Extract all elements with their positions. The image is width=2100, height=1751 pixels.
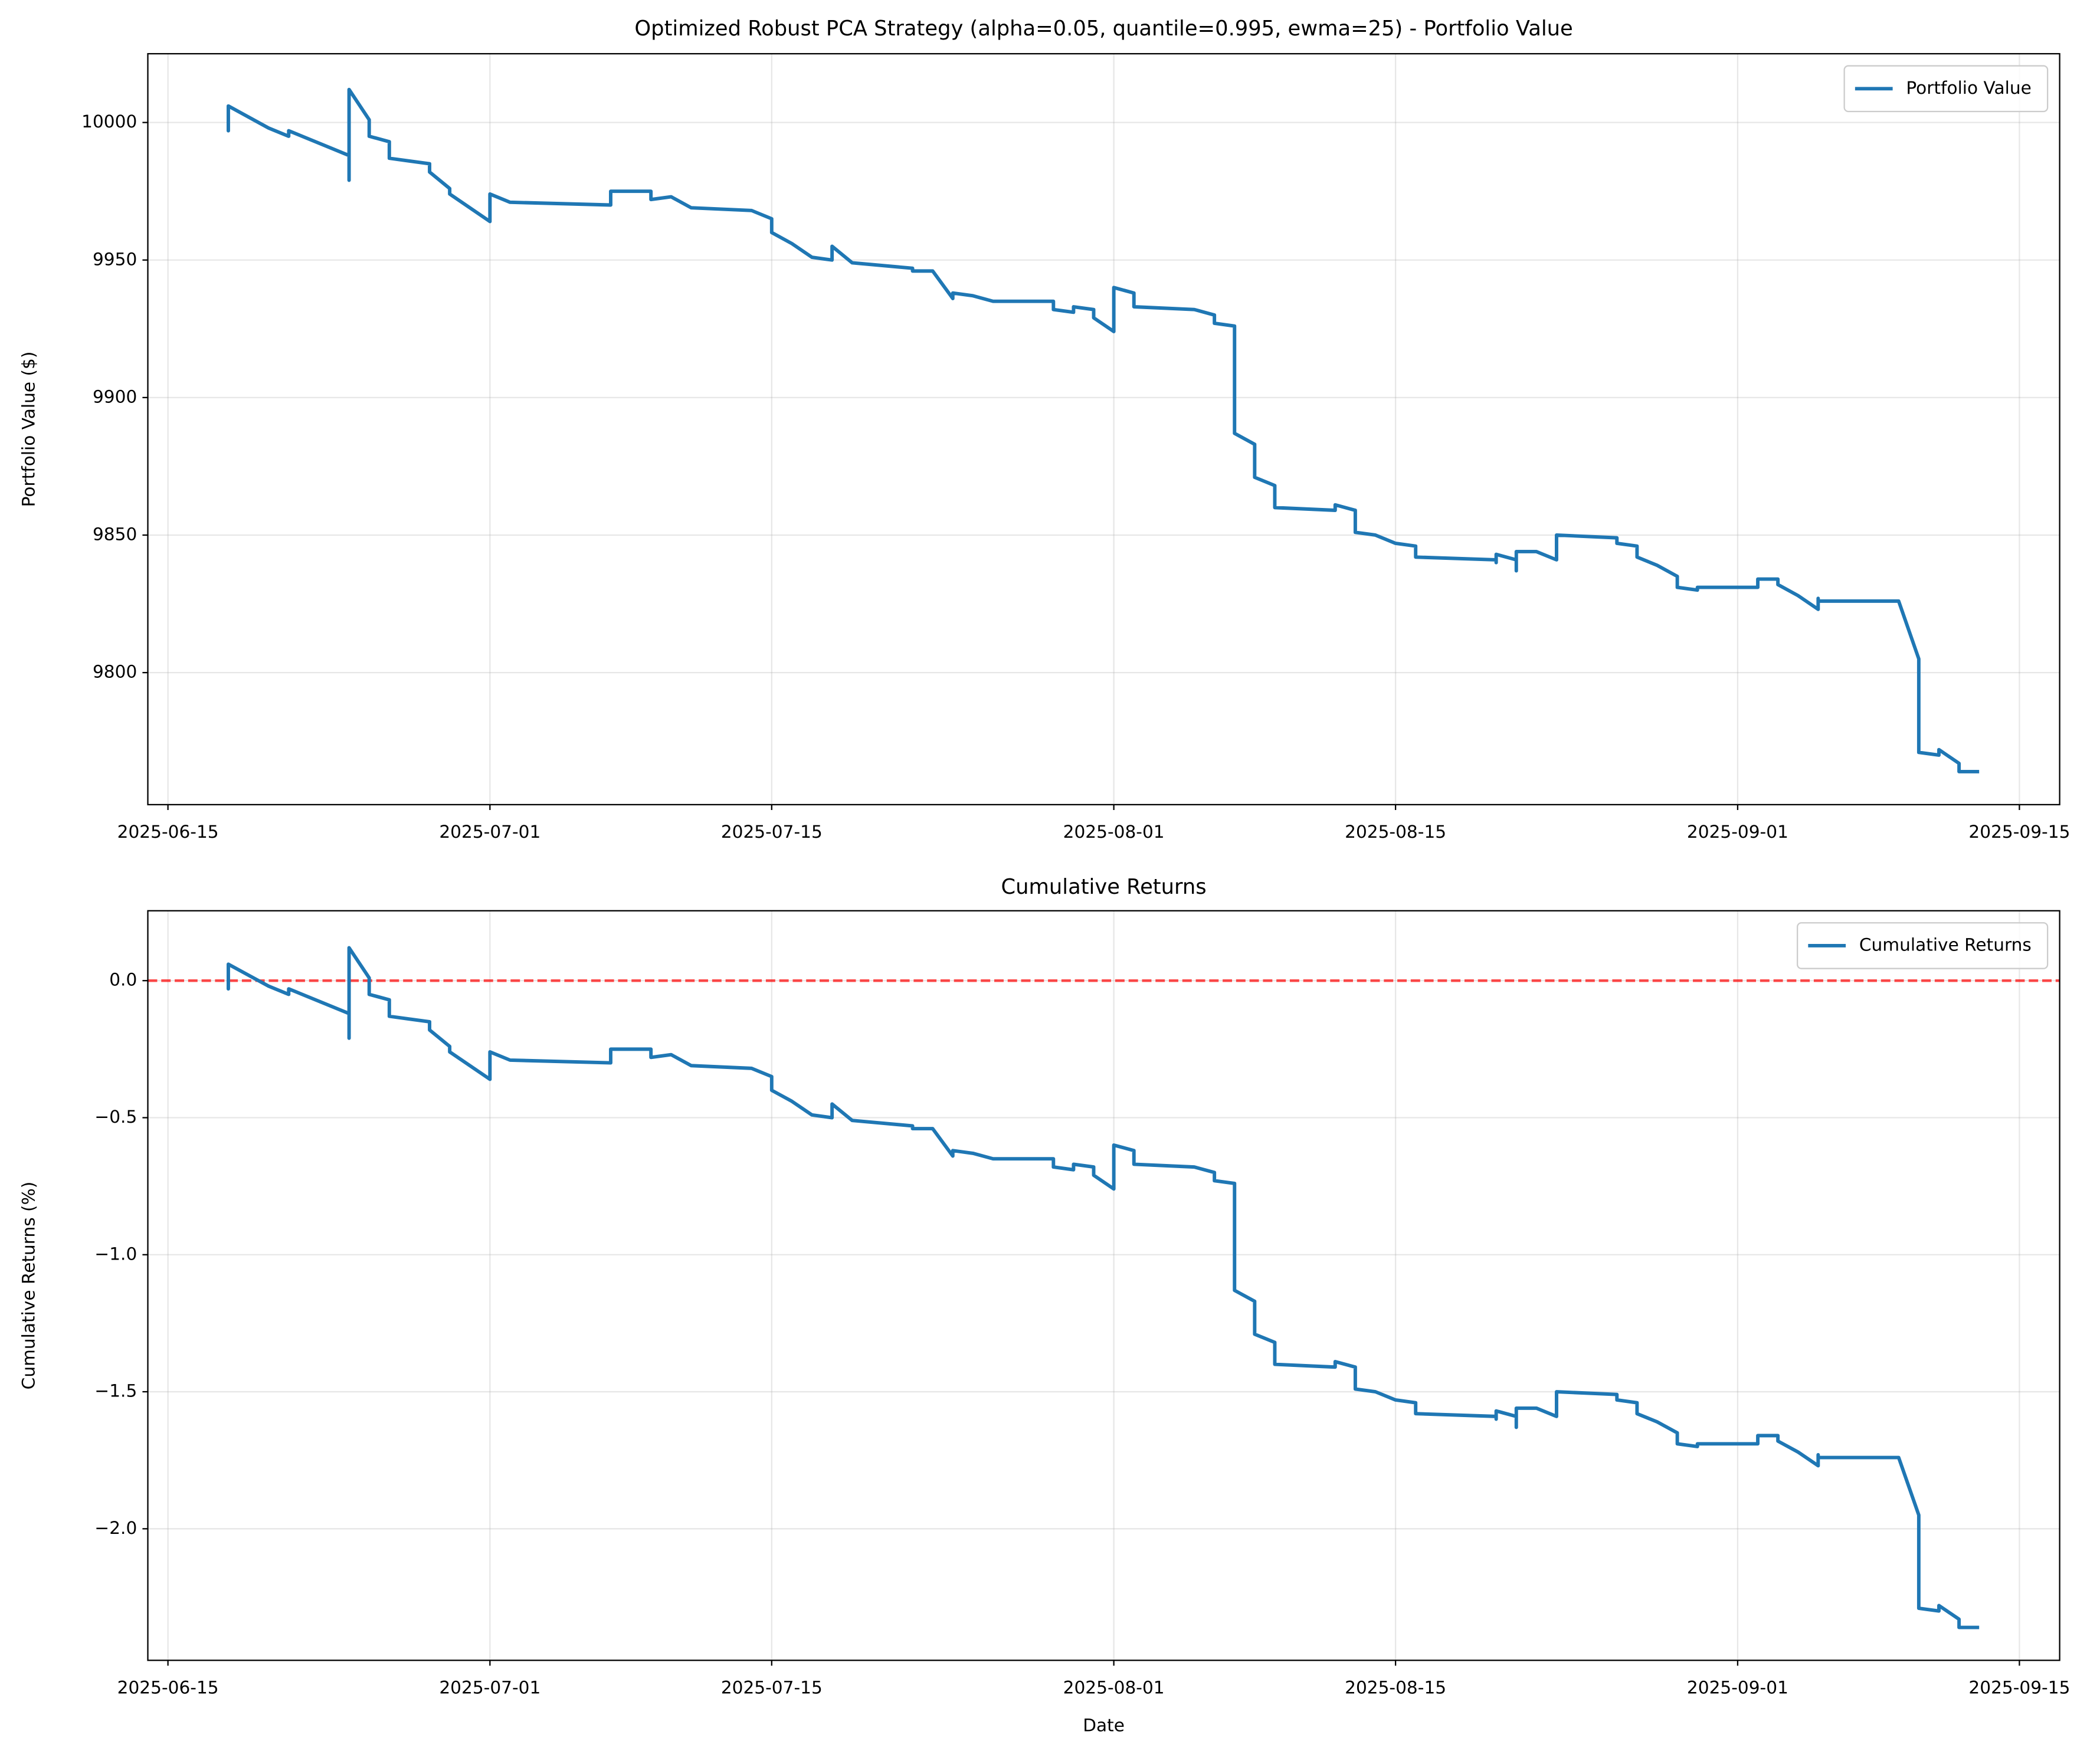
x-tick-label: 2025-08-01 <box>1063 822 1165 842</box>
legend: Cumulative Returns <box>1796 922 2049 969</box>
chart-title: Cumulative Returns <box>1001 875 1207 899</box>
x-tick-label: 2025-09-15 <box>1968 822 2070 842</box>
y-tick-label: 0.0 <box>109 970 137 990</box>
x-tick-label: 2025-06-15 <box>117 1678 219 1698</box>
chart-title: Optimized Robust PCA Strategy (alpha=0.0… <box>634 17 1572 41</box>
x-axis-label: Date <box>1083 1715 1125 1735</box>
y-tick-label: −1.0 <box>94 1244 137 1264</box>
y-tick-label: 9800 <box>93 662 137 682</box>
legend: Portfolio Value <box>1843 65 2049 113</box>
x-tick-label: 2025-07-15 <box>721 822 823 842</box>
y-axis-label: Portfolio Value ($) <box>19 352 39 507</box>
x-tick-label: 2025-08-01 <box>1063 1678 1165 1698</box>
x-tick-label: 2025-06-15 <box>117 822 219 842</box>
y-tick-label: −1.5 <box>94 1381 137 1401</box>
subplot: Cumulative Returns Cumulative Returns (%)… <box>19 875 2070 1735</box>
x-tick-label: 2025-08-15 <box>1345 822 1446 842</box>
y-axis-label: Cumulative Returns (%) <box>19 1182 39 1390</box>
legend-label: Cumulative Returns <box>1859 934 2032 955</box>
legend-box <box>1796 922 2049 969</box>
line-series <box>227 946 1980 1629</box>
subplot: Optimized Robust PCA Strategy (alpha=0.0… <box>19 17 2070 842</box>
line-series <box>227 87 1980 773</box>
y-tick-label: 9850 <box>93 524 137 544</box>
y-tick-label: 9900 <box>93 386 137 406</box>
y-tick-label: −2.0 <box>94 1518 137 1538</box>
x-tick-label: 2025-09-15 <box>1968 1678 2070 1698</box>
axes-frame <box>147 910 2060 1661</box>
y-tick-label: 9950 <box>93 249 137 269</box>
x-tick-label: 2025-08-15 <box>1345 1678 1446 1698</box>
x-tick-label: 2025-07-01 <box>439 1678 540 1698</box>
x-tick-label: 2025-09-01 <box>1687 1678 1788 1698</box>
legend-label: Portfolio Value <box>1906 78 2031 98</box>
x-tick-label: 2025-09-01 <box>1687 822 1788 842</box>
axes-frame <box>147 53 2060 806</box>
y-tick-label: 10000 <box>81 112 137 132</box>
x-tick-label: 2025-07-15 <box>721 1678 823 1698</box>
y-tick-label: −0.5 <box>94 1107 137 1127</box>
legend-box <box>1843 65 2049 113</box>
x-tick-label: 2025-07-01 <box>439 822 540 842</box>
